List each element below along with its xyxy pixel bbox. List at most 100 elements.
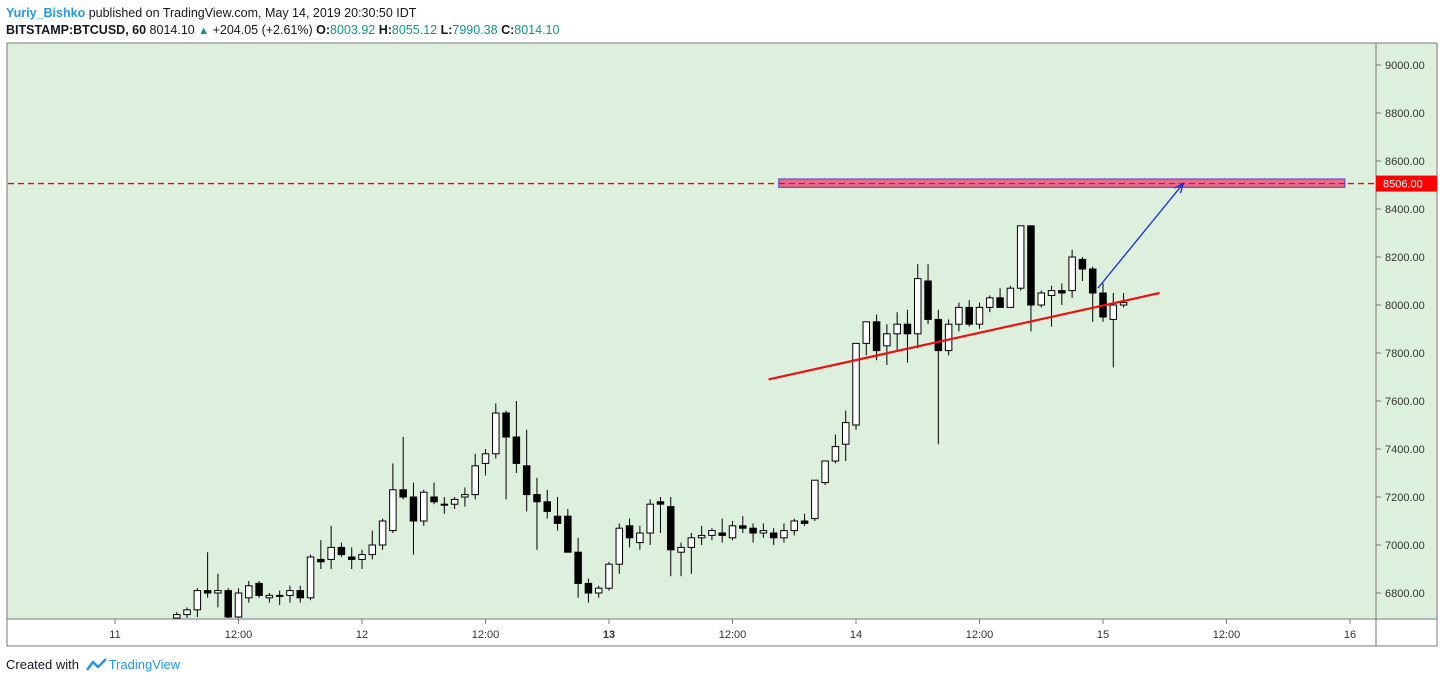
candle[interactable]: [821, 460, 829, 485]
price-axis[interactable]: [1375, 42, 1438, 620]
candle[interactable]: [636, 525, 644, 550]
candle[interactable]: [986, 295, 994, 313]
time-axis[interactable]: [6, 618, 1377, 647]
candle[interactable]: [440, 497, 449, 514]
candle[interactable]: [1006, 285, 1015, 308]
candle[interactable]: [255, 581, 263, 598]
candle[interactable]: [183, 607, 191, 618]
candle[interactable]: [656, 497, 665, 533]
candle[interactable]: [430, 482, 438, 505]
candle[interactable]: [872, 314, 881, 361]
candle[interactable]: [553, 497, 562, 531]
candle[interactable]: [697, 525, 706, 545]
support-trendline[interactable]: [768, 291, 1160, 381]
candle[interactable]: [893, 312, 901, 351]
candle[interactable]: [955, 302, 963, 332]
candle[interactable]: [337, 542, 346, 557]
candle[interactable]: [1068, 249, 1076, 298]
candle[interactable]: [687, 533, 696, 574]
candle[interactable]: [286, 585, 294, 603]
candle[interactable]: [389, 463, 397, 533]
candle[interactable]: [924, 264, 932, 325]
candle[interactable]: [625, 518, 634, 548]
candle[interactable]: [1047, 285, 1056, 327]
candle[interactable]: [461, 487, 469, 507]
target-arrow[interactable]: [1097, 183, 1184, 289]
candle[interactable]: [306, 554, 315, 601]
tradingview-link[interactable]: TradingView: [108, 657, 181, 672]
candle[interactable]: [677, 542, 685, 577]
candle[interactable]: [564, 509, 572, 553]
candle[interactable]: [1058, 283, 1066, 305]
candle[interactable]: [481, 449, 490, 476]
candle[interactable]: [203, 552, 212, 598]
candle[interactable]: [811, 479, 819, 521]
candle[interactable]: [800, 513, 809, 526]
candle[interactable]: [944, 319, 953, 356]
candle[interactable]: [975, 302, 984, 329]
candle[interactable]: [780, 523, 788, 543]
candle[interactable]: [574, 537, 582, 598]
candle[interactable]: [883, 324, 891, 365]
candle[interactable]: [234, 588, 243, 618]
candle[interactable]: [749, 523, 757, 543]
candle[interactable]: [728, 521, 737, 541]
candle[interactable]: [759, 523, 768, 538]
candle[interactable]: [399, 437, 407, 500]
candle[interactable]: [1109, 293, 1118, 368]
candle[interactable]: [492, 403, 500, 459]
candle[interactable]: [903, 309, 912, 363]
candle[interactable]: [831, 434, 840, 464]
candle[interactable]: [543, 489, 551, 519]
candle[interactable]: [409, 482, 418, 555]
candle[interactable]: [358, 549, 366, 569]
candle[interactable]: [533, 477, 541, 550]
candle[interactable]: [347, 547, 356, 569]
candle[interactable]: [667, 497, 675, 577]
candle[interactable]: [739, 516, 747, 533]
candle[interactable]: [584, 578, 593, 603]
candle[interactable]: [1078, 257, 1087, 281]
candle[interactable]: [420, 489, 428, 526]
candle[interactable]: [265, 593, 274, 603]
candle[interactable]: [646, 499, 654, 545]
candle[interactable]: [605, 561, 613, 591]
candle[interactable]: [1088, 266, 1097, 322]
chart-pane[interactable]: [6, 42, 1377, 620]
candle[interactable]: [708, 528, 716, 541]
candle[interactable]: [718, 518, 726, 543]
candle[interactable]: [214, 573, 222, 608]
candle[interactable]: [296, 585, 304, 603]
candle[interactable]: [502, 410, 510, 500]
candle[interactable]: [1027, 225, 1035, 332]
candle[interactable]: [965, 300, 973, 327]
candle[interactable]: [245, 581, 253, 603]
candle[interactable]: [862, 321, 871, 356]
candle[interactable]: [450, 497, 459, 509]
candle[interactable]: [378, 518, 387, 550]
candle[interactable]: [769, 528, 778, 545]
candle[interactable]: [471, 453, 479, 500]
author-link[interactable]: Yuriy_Bishko: [6, 6, 86, 20]
candle[interactable]: [317, 540, 325, 569]
candle[interactable]: [790, 518, 798, 536]
price-label-badge[interactable]: 8506.00: [1376, 175, 1437, 192]
candle[interactable]: [522, 429, 531, 512]
candle[interactable]: [615, 523, 624, 574]
candle[interactable]: [841, 410, 850, 461]
candle[interactable]: [193, 588, 202, 617]
candle[interactable]: [327, 525, 335, 569]
candle[interactable]: [996, 288, 1004, 308]
candle[interactable]: [914, 264, 922, 349]
candle[interactable]: [1016, 225, 1025, 291]
candle[interactable]: [512, 401, 521, 473]
candle[interactable]: [1037, 290, 1045, 308]
candle[interactable]: [173, 612, 181, 619]
candle[interactable]: [275, 590, 284, 605]
candle[interactable]: [368, 530, 377, 560]
candle[interactable]: [224, 588, 232, 618]
candle[interactable]: [934, 309, 943, 445]
candle[interactable]: [852, 342, 860, 430]
candle[interactable]: [594, 585, 603, 598]
